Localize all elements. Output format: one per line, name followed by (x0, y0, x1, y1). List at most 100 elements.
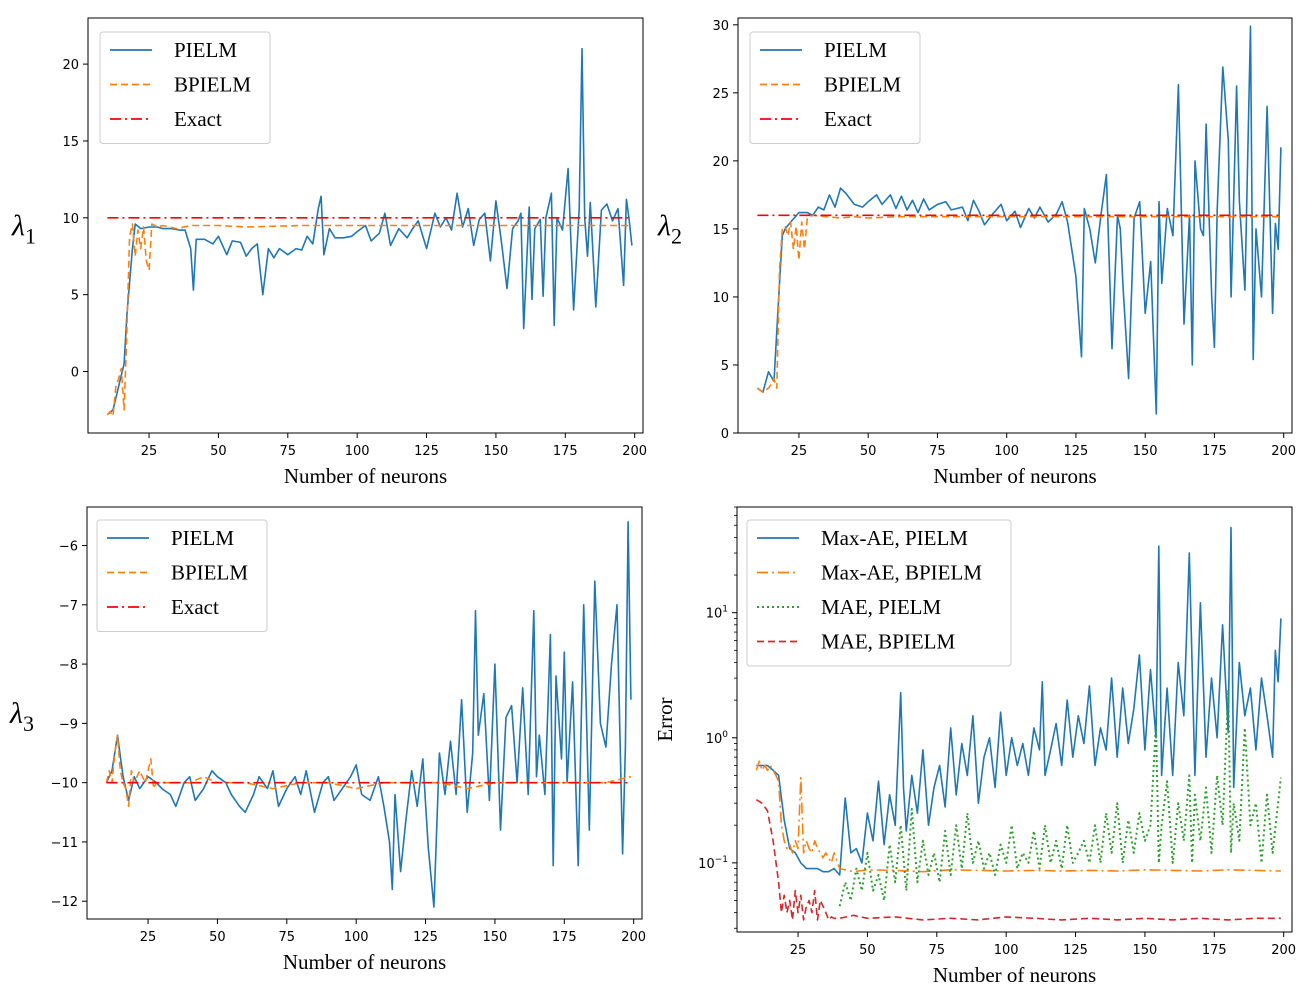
series-line-bpielm (106, 223, 632, 417)
y-tick-label: 15 (712, 223, 729, 238)
x-tick-label: 100 (344, 930, 369, 945)
series-line-pielm (756, 25, 1282, 415)
x-axis-label: Number of neurons (933, 963, 1096, 987)
y-axis-symbol: λ (657, 210, 671, 243)
legend-label: PIELM (174, 38, 237, 62)
legend-box (749, 31, 921, 144)
legend-label: BPIELM (824, 73, 901, 97)
legend-label: PIELM (171, 526, 234, 550)
series-line-bpielm (756, 214, 1281, 394)
y-tick-base: 10 (698, 857, 715, 872)
panel-bottom-left: 25 50 75 100 125 150 175 200 −12 −11 −10 −9 −8 −7 −6 Nu… (9, 506, 646, 974)
x-tick-label: 125 (1063, 943, 1088, 958)
x-tick-label: 150 (483, 930, 508, 945)
x-tick-label: 150 (1133, 943, 1158, 958)
plot-frame (87, 17, 644, 434)
legend-label: Max-AE, PIELM (821, 526, 968, 550)
y-tick-label: −11 (51, 836, 78, 851)
x-tick-label: 150 (1133, 444, 1158, 459)
legend-box (99, 31, 271, 144)
y-tick-base: 10 (706, 732, 723, 747)
y-tick-label: 10 (62, 212, 79, 227)
x-axis-label: Number of neurons (284, 464, 447, 488)
x-tick-label: 50 (209, 930, 226, 945)
x-tick-label: 75 (280, 444, 297, 459)
y-tick-label: 5 (71, 289, 79, 304)
x-tick-label: 100 (994, 943, 1019, 958)
y-axis-label: λ1 (11, 210, 36, 249)
legend-label: PIELM (824, 38, 887, 62)
legend: PIELM BPIELM Exact (749, 31, 921, 144)
y-axis-symbol: λ (11, 210, 25, 243)
y-tick-label: −6 (59, 540, 78, 555)
y-axis-label: λ3 (9, 697, 34, 736)
y-tick-label: −10 (51, 777, 78, 792)
legend-label: Max-AE, BPIELM (821, 561, 982, 585)
x-tick-label: 75 (929, 444, 946, 459)
y-tick-label: −8 (59, 658, 78, 673)
y-tick-label: 15 (62, 135, 79, 150)
legend: PIELM BPIELM Exact (99, 31, 271, 144)
y-tick-label: 0 (721, 427, 729, 442)
y-tick-label: 25 (712, 87, 729, 102)
legend-label: MAE, PIELM (821, 595, 941, 619)
x-tick-label: 100 (994, 444, 1019, 459)
plot-frame (737, 17, 1293, 434)
x-tick-label: 125 (414, 444, 439, 459)
y-axis-symbol: λ (9, 697, 23, 730)
legend-label: Exact (824, 107, 872, 131)
y-tick-label: −7 (59, 599, 78, 614)
x-tick-label: 75 (929, 943, 946, 958)
y-tick-label: 20 (62, 58, 79, 73)
series-line-mae-bpielm (755, 799, 1281, 921)
series-line-pielm (106, 47, 633, 416)
x-tick-label: 50 (210, 444, 227, 459)
x-tick-label: 150 (484, 444, 509, 459)
y-tick-label: 10−1 (698, 855, 728, 872)
x-tick-label: 100 (345, 444, 370, 459)
y-axis-label: λ2 (657, 210, 682, 249)
x-tick-label: 175 (1202, 943, 1227, 958)
y-tick-exponent: −1 (715, 855, 728, 865)
y-tick-exponent: 0 (722, 730, 728, 740)
y-tick-base: 10 (706, 607, 723, 622)
y-tick-label: 30 (712, 19, 729, 34)
x-axis-label: Number of neurons (933, 464, 1096, 488)
x-tick-label: 50 (859, 943, 876, 958)
x-tick-label: 50 (860, 444, 877, 459)
x-tick-label: 200 (1271, 943, 1296, 958)
x-tick-label: 175 (1202, 444, 1227, 459)
legend-label: BPIELM (171, 561, 248, 585)
series-line-max-ae-bpielm (755, 760, 1281, 873)
legend: Max-AE, PIELM Max-AE, BPIELM MAE, PIELM MAE… (746, 519, 1012, 667)
series-line-mae-pielm (838, 689, 1282, 907)
y-tick-label: −12 (51, 895, 78, 910)
y-axis-subscript: 2 (671, 224, 682, 249)
x-tick-label: 25 (140, 930, 157, 945)
panel-top-right: 25 50 75 100 125 150 175 200 0 5 10 15 20 25 30 Number … (657, 17, 1296, 488)
x-tick-label: 175 (553, 444, 578, 459)
x-tick-label: 125 (1064, 444, 1089, 459)
y-axis-subscript: 1 (25, 224, 36, 249)
y-tick-label: 20 (712, 155, 729, 170)
y-tick-label: 0 (71, 366, 79, 381)
legend-label: MAE, BPIELM (821, 630, 956, 654)
panel-top-left: 25 50 75 100 125 150 175 200 0 5 10 15 20 Number of n… (11, 17, 647, 488)
x-tick-label: 25 (141, 444, 158, 459)
x-axis-label: Number of neurons (283, 950, 446, 974)
legend-label: Exact (174, 107, 222, 131)
y-tick-label: 101 (706, 605, 728, 622)
y-tick-label: 100 (706, 730, 729, 747)
y-tick-label: −9 (59, 717, 78, 732)
plot-frame (86, 506, 643, 920)
x-tick-label: 25 (790, 943, 807, 958)
legend: PIELM BPIELM Exact (96, 519, 268, 632)
plot-frame (736, 506, 1293, 933)
y-tick-label: 5 (721, 359, 729, 374)
series-line-max-ae-pielm (756, 526, 1282, 876)
x-tick-label: 200 (1271, 444, 1296, 459)
x-tick-label: 125 (413, 930, 438, 945)
legend-box (746, 519, 1012, 667)
